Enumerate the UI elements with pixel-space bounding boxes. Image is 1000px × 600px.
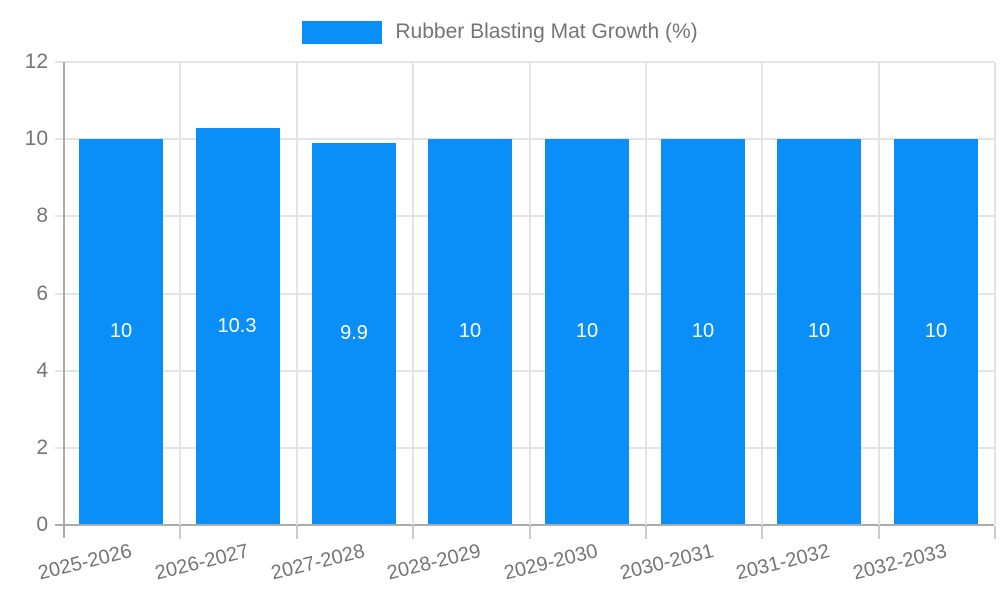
x-gridline (296, 62, 298, 525)
x-gridline (529, 62, 531, 525)
x-axis-tick (412, 526, 414, 539)
legend-series-label: Rubber Blasting Mat Growth (%) (395, 20, 698, 43)
y-axis-tick-label: 8 (36, 204, 48, 227)
x-gridline (645, 62, 647, 525)
y-gridline (55, 138, 994, 140)
y-axis-tick-label: 6 (36, 282, 48, 305)
x-axis-tick (761, 526, 763, 539)
y-axis-line (63, 62, 65, 538)
x-axis-line (55, 524, 994, 526)
x-axis-tick (529, 526, 531, 539)
x-gridline (412, 62, 414, 525)
bar[interactable] (777, 139, 861, 524)
x-axis-tick (645, 526, 647, 539)
x-axis-category-label: 2026-2027 (153, 540, 252, 585)
y-gridline (55, 215, 994, 217)
legend: Rubber Blasting Mat Growth (%) (0, 20, 1000, 44)
bar-value-label: 10 (691, 320, 715, 342)
y-axis-tick-label: 10 (24, 127, 48, 150)
x-axis-category-label: 2025-2026 (36, 540, 135, 585)
y-gridline (55, 293, 994, 295)
bar[interactable] (312, 143, 396, 524)
x-axis-tick (296, 526, 298, 539)
x-gridline (761, 62, 763, 525)
bar[interactable] (894, 139, 978, 524)
y-gridline (55, 61, 994, 63)
x-axis-category-label: 2031-2032 (734, 540, 833, 585)
x-axis-category-label: 2032-2033 (851, 540, 950, 585)
legend-swatch (302, 20, 383, 44)
bar-value-label: 10 (575, 320, 599, 342)
bar[interactable] (428, 139, 512, 524)
y-axis-tick-label: 12 (24, 50, 48, 73)
bar-value-label: 10 (807, 320, 831, 342)
bar-value-label: 9.9 (340, 322, 368, 344)
bar-value-label: 10 (924, 320, 948, 342)
y-axis-tick-label: 4 (36, 359, 48, 382)
x-axis-tick (179, 526, 181, 539)
x-axis-tick (878, 526, 880, 539)
bar-value-label: 10 (458, 320, 482, 342)
x-axis-category-label: 2030-2031 (618, 540, 717, 585)
bar[interactable] (545, 139, 629, 524)
bar[interactable] (196, 128, 280, 524)
x-axis-category-label: 2027-2028 (269, 540, 368, 585)
bar-value-label: 10 (109, 320, 133, 342)
y-gridline (55, 370, 994, 372)
bar-value-label: 10.3 (217, 315, 257, 337)
y-axis-tick-label: 2 (36, 436, 48, 459)
x-axis-category-label: 2029-2030 (502, 540, 601, 585)
x-axis-tick (994, 526, 996, 539)
x-gridline (179, 62, 181, 525)
x-axis-category-label: 2028-2029 (385, 540, 484, 585)
y-gridline (55, 447, 994, 449)
x-gridline (878, 62, 880, 525)
bar[interactable] (661, 139, 745, 524)
x-gridline (994, 62, 996, 525)
y-axis-tick-label: 0 (36, 513, 48, 536)
bar[interactable] (79, 139, 163, 524)
